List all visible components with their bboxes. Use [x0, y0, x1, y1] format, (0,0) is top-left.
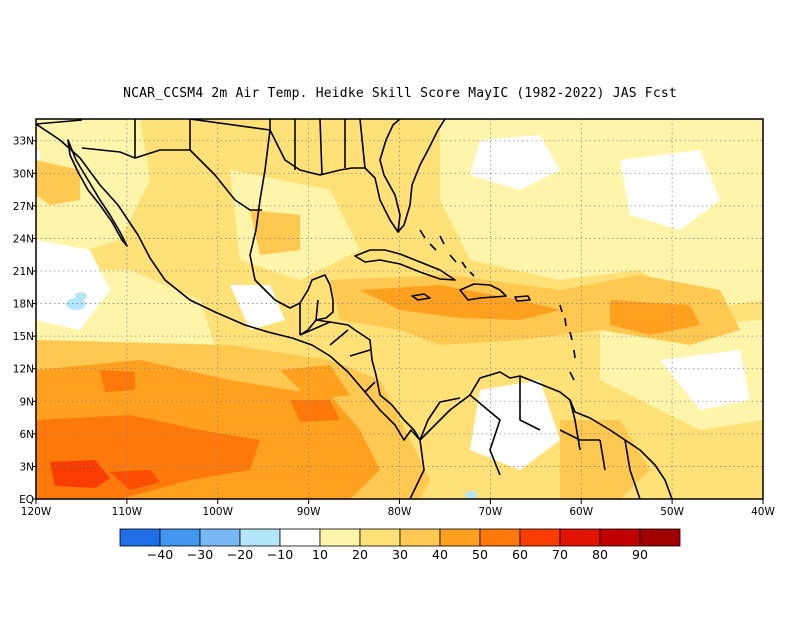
y-tick-label: 15N — [13, 331, 34, 343]
colorbar-label: 10 — [312, 547, 328, 562]
coastline-pacific-mexico — [36, 123, 421, 441]
colorbar-swatch — [159, 528, 201, 547]
y-tick-label: 24N — [13, 233, 34, 245]
x-tick-label: 110W — [112, 506, 143, 518]
colorbar-swatch — [119, 528, 161, 547]
colorbar-swatch — [359, 528, 401, 547]
y-tick-label: 6N — [19, 429, 34, 441]
field-region-40 — [610, 300, 700, 335]
y-tick-label: 3N — [19, 461, 34, 473]
field-region-70 — [50, 460, 110, 488]
colorbar-swatch — [639, 528, 681, 547]
colorbar-swatch — [439, 528, 481, 547]
heatmap-field — [36, 119, 763, 499]
colorbar-swatch — [199, 528, 241, 547]
colorbar-label: 50 — [472, 547, 488, 562]
colorbar-swatch — [559, 528, 601, 547]
colorbar: −40 −30 −20 −10 10 20 30 40 50 60 70 80 90 — [119, 528, 681, 562]
y-tick-label: 30N — [13, 168, 34, 180]
colorbar-swatch — [479, 528, 521, 547]
x-tick-label: 40W — [751, 506, 775, 518]
y-tick-label: EQ — [19, 494, 34, 506]
y-tick-label: 12N — [13, 364, 34, 376]
colorbar-label: −40 — [147, 547, 173, 562]
field-region-50 — [100, 370, 135, 392]
coastline-us-gulf — [269, 119, 401, 233]
coastline-baja — [67, 139, 128, 247]
coastline-florida — [397, 119, 446, 233]
colorbar-label: −20 — [227, 547, 253, 562]
colorbar-swatch — [519, 528, 561, 547]
y-tick-label: 18N — [13, 299, 34, 311]
x-tick-label: 60W — [569, 506, 593, 518]
colorbar-label: 90 — [632, 547, 648, 562]
y-axis: EQ 3N 6N 9N 12N 15N 18N 21N 24N 27N 30N 33N — [13, 136, 36, 506]
field-region-white — [660, 350, 750, 410]
field-region-blue — [75, 292, 87, 300]
y-tick-label: 9N — [19, 396, 34, 408]
coastline-gulf-mexico — [249, 129, 334, 336]
colorbar-label: 40 — [432, 547, 448, 562]
x-tick-label: 50W — [660, 506, 684, 518]
field-region-30 — [250, 210, 300, 255]
field-region-white — [470, 135, 560, 190]
coastline-hispaniola — [459, 283, 507, 301]
colorbar-swatch — [319, 528, 361, 547]
colorbar-label: 60 — [512, 547, 528, 562]
field-region-30 — [36, 160, 80, 205]
border-us-mexico — [36, 119, 262, 211]
colorbar-swatch — [279, 528, 321, 547]
coastline-lesser-antilles — [559, 304, 576, 381]
coastline-bahamas — [419, 229, 475, 277]
border-us-states — [189, 119, 366, 176]
x-tick-label: 70W — [479, 506, 503, 518]
colorbar-label: −30 — [187, 547, 213, 562]
field-region-blue — [465, 491, 477, 499]
coastline-puerto-rico — [514, 295, 531, 302]
border-central-america — [299, 299, 376, 393]
coastline-south-america — [409, 371, 673, 499]
y-tick-label: 33N — [13, 136, 34, 148]
border-south-america — [469, 376, 641, 499]
coastlines — [36, 119, 673, 499]
colorbar-label: 20 — [352, 547, 368, 562]
colorbar-label: 70 — [552, 547, 568, 562]
field-region-40 — [360, 285, 560, 320]
x-tick-label: 80W — [388, 506, 412, 518]
field-region-40 — [280, 365, 350, 400]
x-axis: 120W 110W 100W 90W 80W 70W 60W 50W 40W — [21, 499, 775, 518]
field-region-white — [470, 380, 560, 470]
x-tick-label: 120W — [21, 506, 52, 518]
colorbar-swatch — [399, 528, 441, 547]
coastline-cuba — [354, 249, 456, 281]
field-region-blue — [66, 298, 86, 310]
field-region-50 — [290, 400, 340, 422]
field-region-white — [36, 240, 110, 330]
field-region-white — [620, 150, 720, 230]
colorbar-swatch — [239, 528, 281, 547]
coastline-jamaica — [411, 293, 431, 301]
lat-lon-grid — [36, 119, 763, 499]
x-tick-label: 100W — [203, 506, 234, 518]
map-title: NCAR_CCSM4 2m Air Temp. Heidke Skill Sco… — [123, 86, 677, 101]
y-tick-label: 27N — [13, 201, 34, 213]
colorbar-swatch — [599, 528, 641, 547]
colorbar-label: 80 — [592, 547, 608, 562]
x-tick-label: 90W — [297, 506, 321, 518]
coastline-central-america — [315, 319, 461, 441]
y-tick-label: 21N — [13, 266, 34, 278]
colorbar-label: 30 — [392, 547, 408, 562]
field-region-60 — [110, 470, 160, 490]
colorbar-label: −10 — [267, 547, 293, 562]
